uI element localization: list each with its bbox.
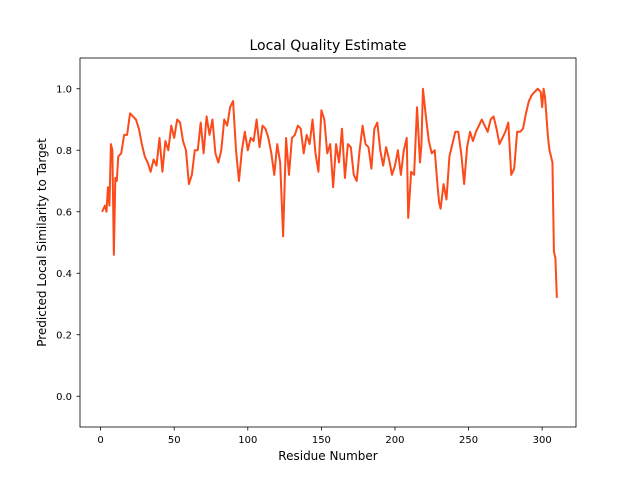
- x-tick-label: 100: [238, 435, 257, 446]
- x-tick-label: 50: [168, 435, 181, 446]
- plot-area: [79, 57, 577, 428]
- plot-frame: [79, 57, 577, 428]
- y-tick-label: 0.0: [56, 392, 72, 403]
- y-axis-ticks: 0.0 0.2 0.4 0.6 0.8 1.0: [56, 84, 80, 403]
- y-tick-label: 0.6: [56, 207, 72, 218]
- y-tick-label: 0.4: [56, 269, 72, 280]
- y-tick-label: 1.0: [56, 84, 72, 95]
- x-axis-ticks: 0 50 100 150 200 250 300: [97, 427, 552, 446]
- x-tick-label: 200: [385, 435, 404, 446]
- chart-title: Local Quality Estimate: [249, 38, 406, 54]
- x-tick-label: 0: [97, 435, 103, 446]
- x-tick-label: 250: [459, 435, 478, 446]
- y-tick-label: 0.8: [56, 146, 72, 157]
- series-line: [101, 87, 558, 298]
- y-tick-label: 0.2: [56, 330, 72, 341]
- x-tick-label: 150: [312, 435, 331, 446]
- y-axis-title: Predicted Local Similarity to Target: [35, 138, 49, 347]
- x-tick-label: 300: [533, 435, 552, 446]
- x-axis-title: Residue Number: [278, 449, 377, 463]
- series-layer: [101, 87, 558, 298]
